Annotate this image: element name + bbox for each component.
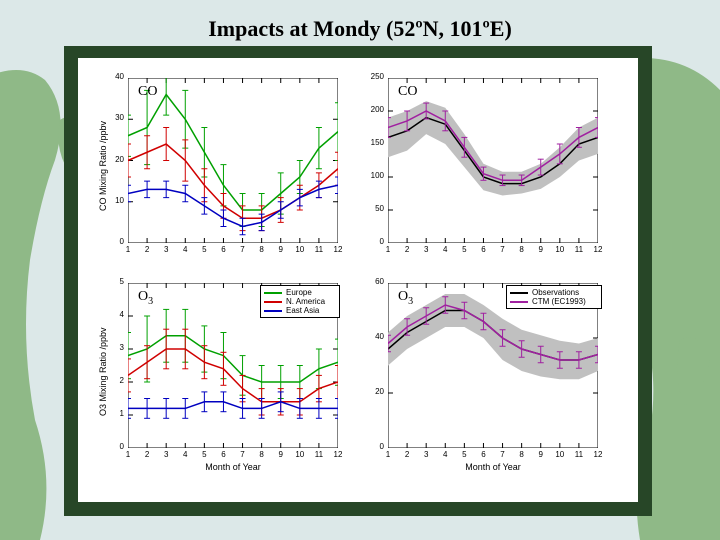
xtick: 1	[386, 245, 390, 254]
ytick: 20	[115, 155, 124, 164]
xtick: 7	[240, 450, 244, 459]
panel-corner-label: O3	[138, 289, 153, 307]
xtick: 11	[315, 245, 323, 254]
legend-swatch	[510, 301, 528, 303]
xtick: 11	[315, 450, 323, 459]
ytick: 200	[371, 105, 384, 114]
xtick: 3	[424, 450, 428, 459]
xtick: 8	[519, 450, 523, 459]
xtick: 7	[240, 245, 244, 254]
xtick: 5	[202, 450, 206, 459]
legend-item: Observations	[510, 288, 598, 297]
xtick: 5	[462, 450, 466, 459]
xtick: 6	[221, 450, 225, 459]
legend-item: Europe	[264, 288, 336, 297]
xtick: 6	[481, 450, 485, 459]
xtick: 4	[183, 245, 187, 254]
xtick: 1	[126, 245, 130, 254]
ytick: 250	[371, 72, 384, 81]
panel-co_left: 010203040123456789101112CO Mixing Ratio …	[128, 78, 338, 243]
ytick: 0	[380, 442, 384, 451]
ytick: 0	[120, 237, 124, 246]
xtick: 10	[295, 245, 304, 254]
xtick: 2	[405, 450, 409, 459]
xtick: 3	[164, 245, 168, 254]
ytick: 0	[120, 442, 124, 451]
legend-label: CTM (EC1993)	[532, 297, 586, 306]
y-axis-label: CO Mixing Ratio /ppbv	[98, 120, 108, 210]
legend: EuropeN. AmericaEast Asia	[260, 285, 340, 318]
xtick: 10	[555, 245, 564, 254]
xtick: 1	[126, 450, 130, 459]
ytick: 10	[115, 196, 124, 205]
xtick: 3	[424, 245, 428, 254]
legend-swatch	[510, 292, 528, 294]
panel-corner-label: O3	[398, 289, 413, 307]
x-axis-label: Month of Year	[128, 462, 338, 472]
ytick: 100	[371, 171, 384, 180]
xtick: 2	[145, 245, 149, 254]
xtick: 6	[481, 245, 485, 254]
xtick: 9	[538, 450, 542, 459]
legend-label: East Asia	[286, 306, 319, 315]
xtick: 4	[443, 245, 447, 254]
xtick: 10	[295, 450, 304, 459]
legend: ObservationsCTM (EC1993)	[506, 285, 602, 309]
xtick: 4	[443, 450, 447, 459]
legend-swatch	[264, 292, 282, 294]
ytick: 4	[120, 310, 124, 319]
xtick: 6	[221, 245, 225, 254]
xtick: 5	[462, 245, 466, 254]
xtick: 12	[594, 450, 603, 459]
xtick: 11	[575, 245, 583, 254]
xtick: 3	[164, 450, 168, 459]
ytick: 2	[120, 376, 124, 385]
legend-swatch	[264, 301, 282, 303]
ytick: 40	[375, 332, 384, 341]
xtick: 2	[145, 450, 149, 459]
xtick: 8	[259, 450, 263, 459]
y-axis-label: O3 Mixing Ratio /ppbv	[98, 327, 108, 416]
xtick: 12	[594, 245, 603, 254]
ytick: 60	[375, 277, 384, 286]
legend-swatch	[264, 310, 282, 312]
panel-corner-label: CO	[398, 84, 417, 100]
legend-label: Observations	[532, 288, 579, 297]
xtick: 10	[555, 450, 564, 459]
legend-item: N. America	[264, 297, 336, 306]
xtick: 8	[259, 245, 263, 254]
panel-corner-label: CO	[138, 84, 157, 100]
legend-item: East Asia	[264, 306, 336, 315]
ytick: 40	[115, 72, 124, 81]
xtick: 7	[500, 245, 504, 254]
panel-co_right: 050100150200250123456789101112CO	[388, 78, 598, 243]
xtick: 9	[278, 245, 282, 254]
xtick: 2	[405, 245, 409, 254]
x-axis-label: Month of Year	[388, 462, 598, 472]
ytick: 0	[380, 237, 384, 246]
legend-label: N. America	[286, 297, 325, 306]
xtick: 5	[202, 245, 206, 254]
ytick: 20	[375, 387, 384, 396]
xtick: 1	[386, 450, 390, 459]
legend-item: CTM (EC1993)	[510, 297, 598, 306]
xtick: 11	[575, 450, 583, 459]
xtick: 12	[334, 245, 343, 254]
xtick: 12	[334, 450, 343, 459]
ytick: 5	[120, 277, 124, 286]
ytick: 3	[120, 343, 124, 352]
xtick: 8	[519, 245, 523, 254]
slide-title: Impacts at Mondy (52ºN, 101ºE)	[0, 16, 720, 42]
ytick: 1	[120, 409, 124, 418]
legend-label: Europe	[286, 288, 312, 297]
xtick: 9	[538, 245, 542, 254]
ytick: 50	[375, 204, 384, 213]
xtick: 4	[183, 450, 187, 459]
xtick: 7	[500, 450, 504, 459]
chart-area: 010203040123456789101112CO Mixing Ratio …	[78, 58, 638, 502]
ytick: 30	[115, 113, 124, 122]
ytick: 150	[371, 138, 384, 147]
xtick: 9	[278, 450, 282, 459]
